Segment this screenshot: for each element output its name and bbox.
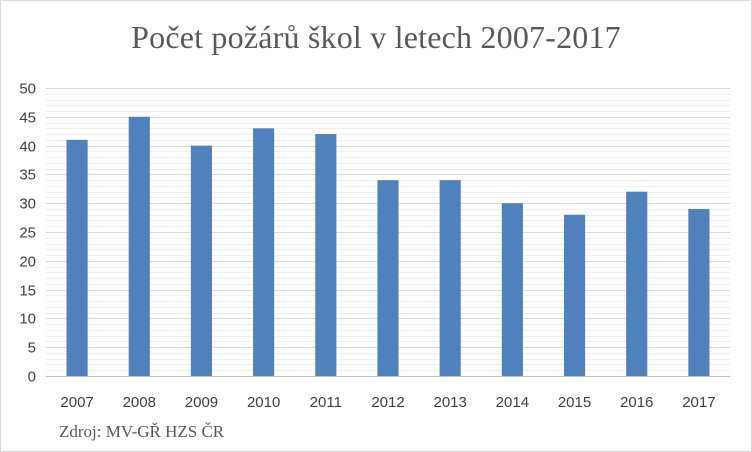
x-tick-label: 2008 xyxy=(123,394,156,411)
x-tick-label: 2007 xyxy=(60,394,93,411)
bar-2007 xyxy=(66,139,88,376)
chart-source: Zdroj: MV-GŘ HZS ČR xyxy=(59,422,225,441)
y-tick-label: 0 xyxy=(28,369,36,386)
x-tick-label: 2016 xyxy=(620,394,653,411)
y-axis-labels: 0 5 10 15 20 25 30 35 40 45 50 xyxy=(19,81,36,386)
x-tick-label: 2012 xyxy=(371,394,404,411)
y-tick-label: 5 xyxy=(28,340,36,357)
y-tick-label: 25 xyxy=(19,225,36,242)
chart-title: Počet požárů škol v letech 2007-2017 xyxy=(131,19,621,55)
bar-2014 xyxy=(501,203,523,376)
bar-2011 xyxy=(315,134,337,376)
y-tick-label: 45 xyxy=(19,110,36,127)
x-axis-labels: 2007 2008 2009 2010 2011 2012 2013 2014 2015 2016… xyxy=(60,394,715,411)
y-tick-label: 20 xyxy=(19,254,36,271)
x-tick-label: 2015 xyxy=(558,394,591,411)
bar-2009 xyxy=(190,145,213,376)
bar-2008 xyxy=(128,116,150,377)
y-tick-label: 15 xyxy=(19,283,36,300)
y-tick-label: 40 xyxy=(19,139,36,156)
bar-2012 xyxy=(377,180,399,376)
x-tick-label: 2014 xyxy=(496,394,529,411)
x-tick-label: 2009 xyxy=(185,394,218,411)
x-tick-label: 2010 xyxy=(247,394,280,411)
bar-2016 xyxy=(626,191,648,376)
y-tick-label: 10 xyxy=(19,311,36,328)
bars xyxy=(66,116,710,377)
bar-2013 xyxy=(439,180,461,376)
x-tick-label: 2011 xyxy=(310,394,342,411)
y-tick-label: 50 xyxy=(19,81,36,98)
bar-2017 xyxy=(688,208,710,376)
x-tick-label: 2017 xyxy=(682,394,715,411)
y-tick-label: 35 xyxy=(19,167,36,184)
x-tick-label: 2013 xyxy=(433,394,466,411)
y-tick-label: 30 xyxy=(19,196,36,213)
bar-2015 xyxy=(563,214,586,376)
bar-2010 xyxy=(253,128,275,376)
